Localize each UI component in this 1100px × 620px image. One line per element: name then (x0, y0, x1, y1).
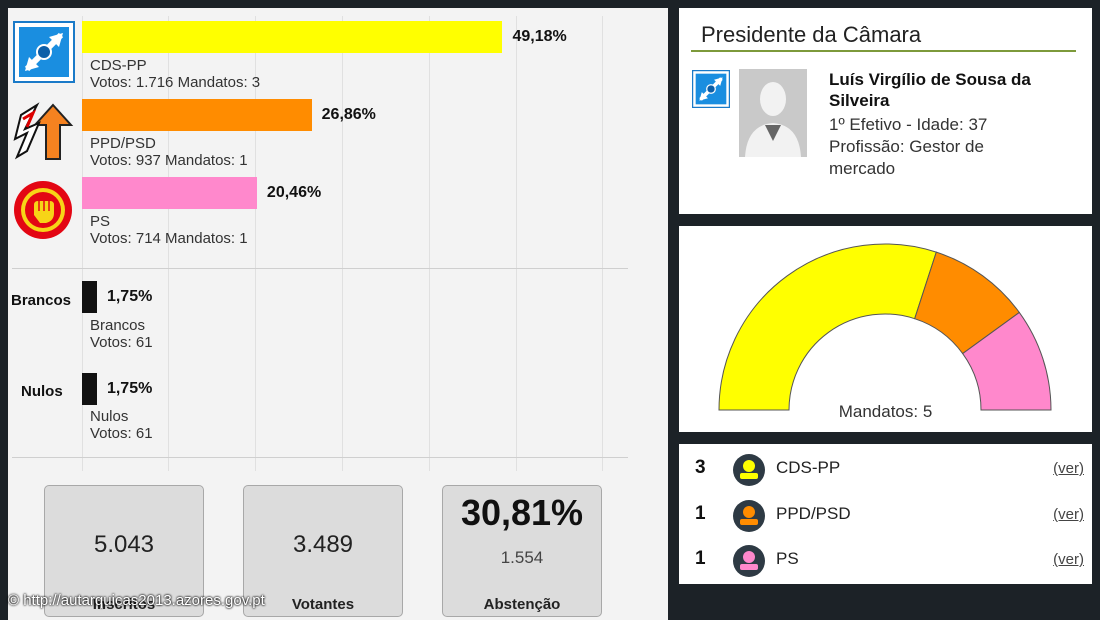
president-info-line: Profissão: Gestor de (829, 137, 984, 156)
ver-link[interactable]: (ver) (1053, 506, 1084, 523)
cds-pp-logo-icon (13, 21, 75, 83)
ps-logo-icon (14, 181, 72, 239)
president-card: Presidente da Câmara Luís Virgílio de So… (679, 8, 1092, 214)
legend-row-ps: 1 PS (ver) (679, 539, 1092, 579)
grid-line (602, 16, 603, 471)
legend-icon-head (743, 460, 755, 472)
person-icon (733, 500, 765, 532)
side-label-brancos: Brancos (11, 292, 72, 309)
party-name: CDS-PP (90, 57, 147, 74)
other-details: Votos: 61 (90, 334, 153, 351)
party-label-ps: PS Votos: 714 Mandatos: 1 (90, 213, 248, 247)
mandates-card: Mandatos: 5 (679, 226, 1092, 432)
legend-icon-head (743, 551, 755, 563)
legend-icon-body (740, 564, 758, 570)
stat-label: Inscritos (92, 596, 156, 613)
grid-line (168, 16, 169, 471)
legend-icon-body (740, 519, 758, 525)
stat-sub-value: 1.554 (500, 548, 544, 567)
party-details: Votos: 714 Mandatos: 1 (90, 230, 248, 247)
president-title: Presidente da Câmara (701, 22, 922, 47)
legend-party-name: PPD/PSD (776, 504, 851, 523)
other-name: Brancos (90, 317, 146, 334)
avatar-placeholder-icon (739, 69, 807, 157)
bar-ps (82, 177, 257, 209)
other-details: Votos: 61 (90, 425, 153, 442)
party-details: Votos: 1.716 Mandatos: 3 (90, 74, 261, 91)
stat-label: Votantes (291, 596, 355, 613)
legend-party-name: PS (776, 549, 799, 568)
other-label-nulos: Nulos Votos: 61 (90, 408, 153, 442)
grid-line (429, 16, 430, 471)
bar-ppd-psd (82, 99, 312, 131)
legend-row-ppd-psd: 1 PPD/PSD (ver) (679, 494, 1092, 534)
stat-abstencao: 30,81% 1.554 Abstenção (442, 485, 602, 617)
president-info-line: 1º Efetivo - Idade: 37 (829, 115, 988, 134)
side-label-nulos: Nulos (21, 383, 63, 400)
gauge-slice-ps (961, 311, 1052, 411)
grid-line (255, 16, 256, 471)
party-name: PS (90, 213, 111, 230)
legend-row-cds-pp: 3 CDS-PP (ver) (679, 448, 1092, 488)
legend-party-name: CDS-PP (776, 458, 841, 477)
stat-value: 30,81% (460, 492, 584, 533)
legend-count: 3 (695, 457, 706, 478)
party-details: Votos: 937 Mandatos: 1 (90, 152, 248, 169)
legend-count: 1 (695, 548, 706, 569)
person-icon (733, 454, 765, 486)
separator (12, 457, 628, 458)
bar-brancos (82, 281, 97, 313)
bar-nulos (82, 373, 97, 405)
title-rule (691, 50, 1076, 52)
pct-label-brancos: 1,75% (106, 288, 153, 305)
stat-value: 3.489 (292, 531, 354, 558)
bar-cds-pp (82, 21, 503, 53)
party-label-cds-pp: CDS-PP Votos: 1.716 Mandatos: 3 (90, 57, 260, 91)
legend-icon-body (740, 473, 758, 479)
mandates-label: Mandatos: 5 (838, 402, 933, 421)
other-name: Nulos (90, 408, 129, 425)
pct-label-ps: 20,46% (266, 184, 322, 201)
pct-label-cds-pp: 49,18% (512, 28, 567, 45)
party-name: PPD/PSD (90, 135, 156, 152)
grid-line (342, 16, 343, 471)
person-icon (733, 545, 765, 577)
stat-value: 5.043 (93, 531, 155, 558)
mandates-legend: 3 CDS-PP (ver) 1 PPD/PSD (ver) 1 PS (ver… (679, 444, 1092, 584)
separator (12, 268, 628, 269)
legend-count: 1 (695, 503, 706, 524)
other-label-brancos: Brancos Votos: 61 (90, 317, 153, 351)
mandates-gauge (718, 243, 1052, 411)
legend-icon-head (743, 506, 755, 518)
president-info-line: mercado (829, 159, 896, 178)
president-name: Luís Virgílio de Sousa da Silveira (829, 70, 1031, 110)
ver-link[interactable]: (ver) (1053, 551, 1084, 568)
grid-line (82, 16, 83, 471)
ver-link[interactable]: (ver) (1053, 460, 1084, 477)
results-panel: 49,18% 26,86% 20,46% 1,75% 1,75% CDS-PP … (8, 8, 668, 620)
watermark: © http://autarquicas2013.azores.gov.pt (8, 592, 265, 609)
stat-label: Abstenção (483, 596, 561, 613)
cds-pp-logo-icon (692, 70, 730, 108)
stat-votantes: 3.489 Votantes (243, 485, 403, 617)
pct-label-ppd-psd: 26,86% (321, 106, 376, 123)
party-label-ppd-psd: PPD/PSD Votos: 937 Mandatos: 1 (90, 135, 248, 169)
stat-inscritos: 5.043 Inscritos (44, 485, 204, 617)
pct-label-nulos: 1,75% (106, 380, 153, 397)
ppd-psd-logo-icon (13, 102, 74, 160)
gauge-slice-cds-pp (718, 243, 937, 411)
grid-line (516, 16, 517, 471)
